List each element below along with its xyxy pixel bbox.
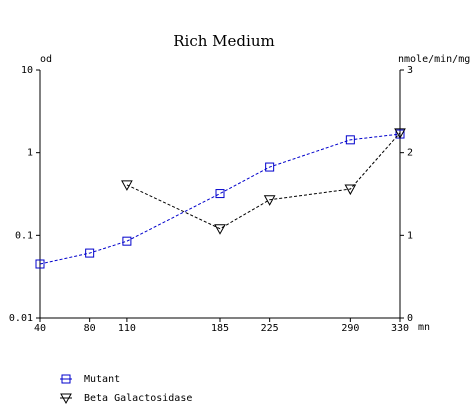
data-point: [214, 224, 226, 235]
data-point: [215, 189, 225, 199]
x-tick-label: 40: [34, 323, 46, 334]
y-tick-label: 1: [27, 148, 33, 159]
data-point: [265, 162, 275, 172]
legend-marker: [61, 374, 71, 384]
y2-axis-label: nmole/min/mg: [398, 54, 470, 65]
y-tick-label: 10: [21, 65, 33, 76]
y-tick-label: 0.1: [15, 230, 33, 241]
legend-label: Beta Galactosidase: [84, 393, 192, 404]
x-tick-label: 225: [261, 323, 279, 334]
y2-tick-label: 3: [407, 65, 413, 76]
data-point: [263, 195, 276, 206]
data-point: [345, 135, 355, 145]
legend-label: Mutant: [84, 374, 120, 385]
series-line: [126, 132, 401, 230]
x-axis-label: mn: [418, 322, 430, 333]
data-point: [122, 236, 132, 246]
x-tick-label: 110: [118, 323, 136, 334]
y-tick-label: 0.01: [9, 313, 33, 324]
x-tick-label: 290: [341, 323, 359, 334]
y2-tick-label: 1: [407, 230, 413, 241]
x-tick-label: 185: [211, 323, 229, 334]
data-point: [85, 248, 95, 258]
x-tick-label: 330: [391, 323, 409, 334]
data-point: [344, 184, 357, 196]
y2-tick-label: 2: [407, 148, 413, 159]
x-tick-label: 80: [84, 323, 96, 334]
y-axis-label: od: [40, 54, 52, 65]
data-point: [394, 128, 406, 139]
chart-title: Rich Medium: [173, 32, 274, 50]
data-point: [121, 180, 133, 191]
y2-tick-label: 0: [407, 313, 413, 324]
series-line: [39, 133, 401, 265]
data-point: [35, 259, 45, 269]
legend-marker: [60, 393, 72, 405]
